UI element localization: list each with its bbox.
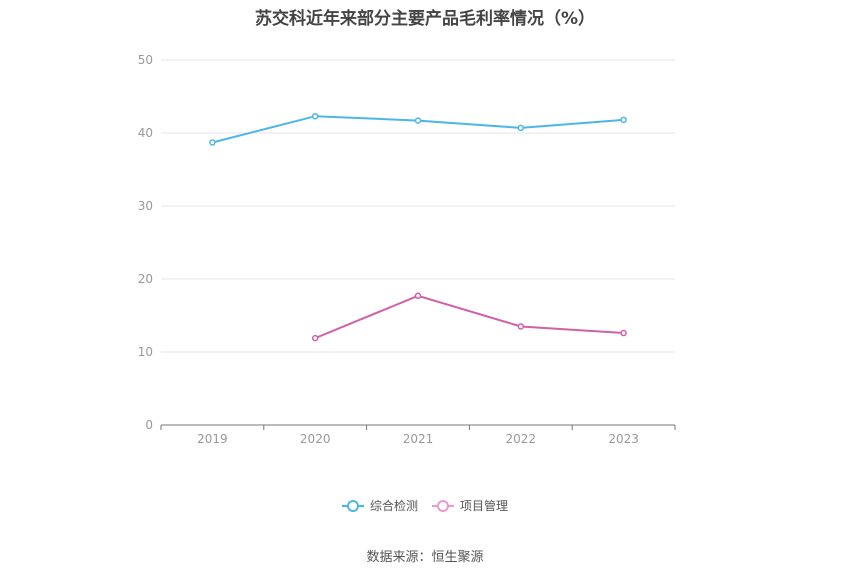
chart-title: 苏交科近年来部分主要产品毛利率情况（%） — [254, 9, 596, 29]
data-point[interactable] — [517, 323, 525, 330]
legend-swatch-icon — [432, 499, 454, 512]
data-point[interactable] — [414, 292, 422, 300]
legend-item-series-1[interactable]: 项目管理 — [432, 497, 508, 514]
y-tick-label: 30 — [138, 199, 153, 213]
legend-swatch-icon — [341, 499, 364, 512]
x-tick-label: 2023 — [608, 432, 639, 446]
series-line — [314, 294, 624, 340]
data-point[interactable] — [620, 329, 627, 337]
y-tick-label: 50 — [138, 53, 153, 67]
data-point[interactable] — [414, 117, 422, 124]
x-tick-label: 2019 — [197, 432, 228, 446]
y-tick-label: 40 — [138, 126, 153, 140]
series-0 — [209, 112, 627, 146]
data-point[interactable] — [311, 334, 319, 342]
data-point[interactable] — [209, 139, 216, 146]
y-tick-label: 20 — [138, 272, 153, 286]
legend-label: 综合检测 — [369, 499, 418, 513]
x-axis: 2019 2020 2021 2022 2023 — [160, 424, 676, 446]
x-tick-label: 2020 — [300, 432, 331, 446]
x-tick-label: 2021 — [403, 432, 434, 446]
legend-item-series-0[interactable]: 综合检测 — [341, 497, 418, 514]
legend-label: 项目管理 — [460, 499, 509, 513]
series-layer — [209, 112, 627, 342]
x-tick-label: 2022 — [506, 432, 537, 446]
source-note: 数据来源：恒生聚源 — [366, 550, 484, 565]
y-tick-label: 10 — [138, 345, 153, 359]
y-tick-label: 0 — [145, 418, 153, 432]
gridlines — [161, 59, 675, 353]
data-point[interactable] — [311, 112, 319, 120]
y-axis-ticks: 0 10 20 30 40 50 — [138, 53, 153, 432]
data-point[interactable] — [517, 124, 525, 132]
data-point[interactable] — [620, 116, 627, 124]
legend: 综合检测 项目管理 — [0, 497, 850, 514]
series-1 — [311, 292, 627, 342]
